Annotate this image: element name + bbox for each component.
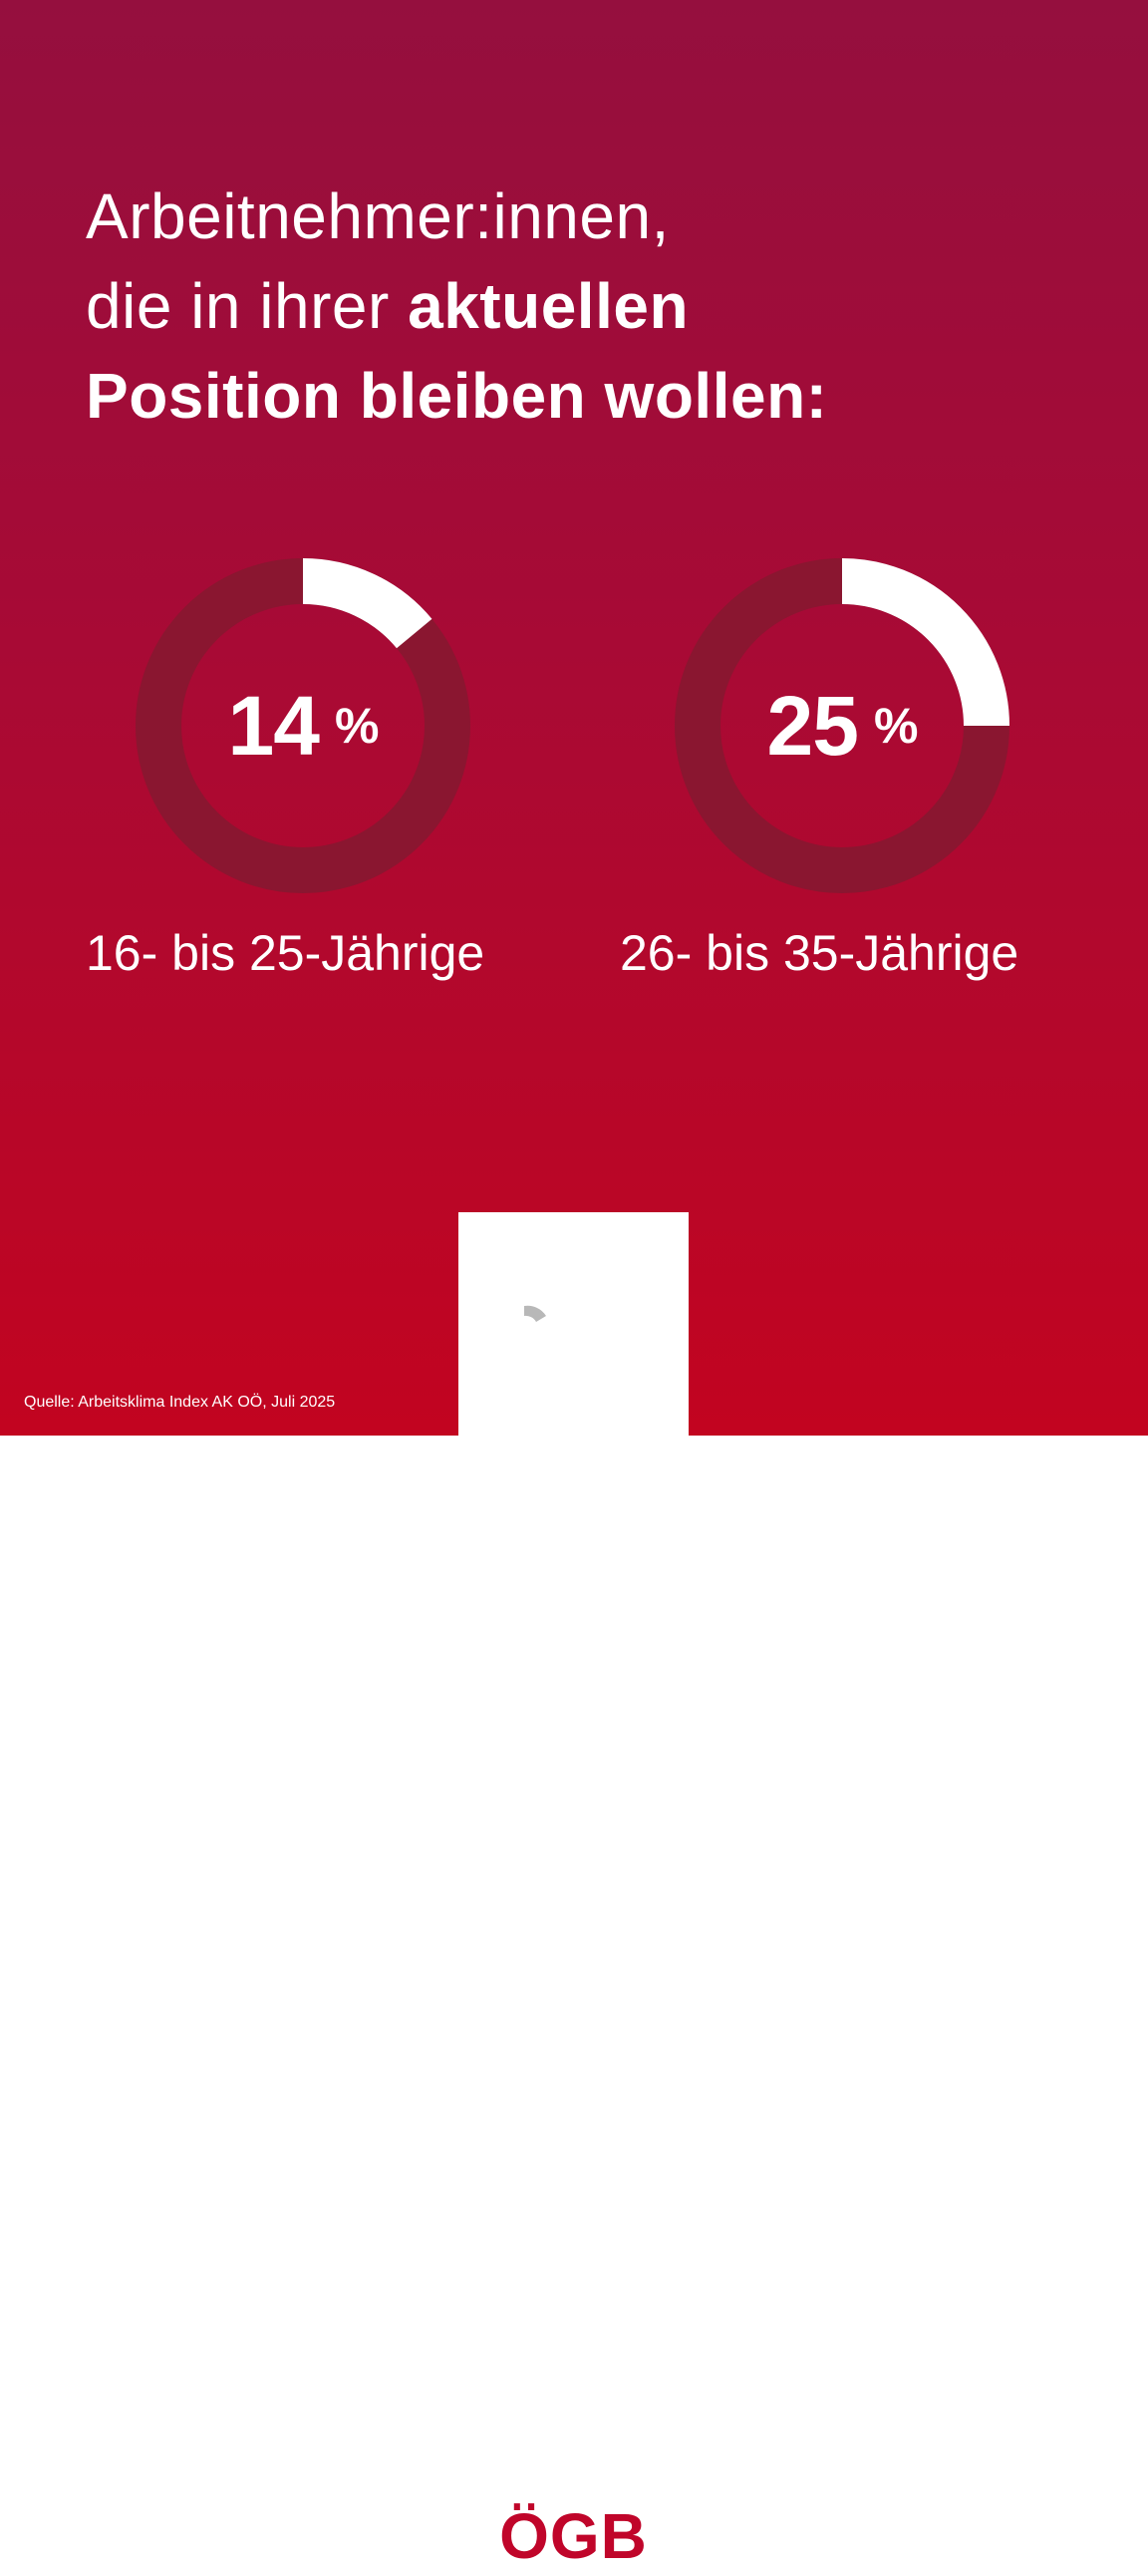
donut-value-label: 14% (136, 558, 470, 893)
donut-svg (675, 558, 1009, 893)
donut-value-label: 25% (675, 558, 1009, 893)
donut-value-arc (302, 558, 432, 649)
donut-value-arc (841, 558, 1009, 727)
donut-value-unit: % (334, 698, 379, 754)
logo-text: ÖGB (499, 2500, 648, 2572)
page-title: Arbeitnehmer:innen, die in ihrer aktuell… (86, 171, 1082, 441)
donut-chart-age-16-25: 14% (136, 558, 470, 893)
source-note: Quelle: Arbeitsklima Index AK OÖ, Juli 2… (24, 1394, 336, 1411)
donut-value-number: 14 (227, 678, 320, 773)
donut-value-number: 25 (766, 678, 859, 773)
title-line-2: die in ihrer aktuellen (86, 261, 1082, 351)
donut-chart-age-26-35: 25% (675, 558, 1009, 893)
category-label-age-26-35: 26- bis 35-Jährige (620, 925, 1019, 981)
logo-mark-icon (524, 1305, 546, 1322)
category-label-age-16-25: 16- bis 25-Jährige (86, 925, 485, 981)
title-line-2-bold: aktuellen (408, 270, 690, 342)
donut-svg (136, 558, 470, 893)
title-line-1: Arbeitnehmer:innen, (86, 180, 670, 252)
logo-swoosh-icon (524, 1305, 546, 1322)
title-line-3: Position bleiben wollen: (86, 351, 1082, 441)
title-line-3-bold: Position bleiben wollen: (86, 360, 828, 432)
oegb-logo: ÖGB (458, 1212, 689, 2572)
donut-value-unit: % (873, 698, 918, 754)
title-line-2-regular: die in ihrer (86, 270, 409, 342)
